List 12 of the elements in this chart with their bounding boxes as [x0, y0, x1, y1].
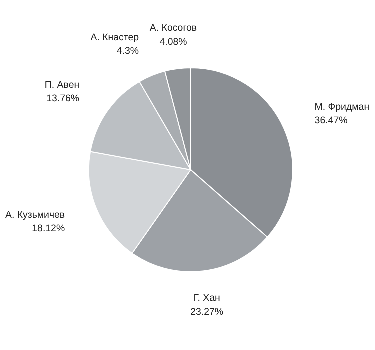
data-label: 23.27% — [190, 306, 224, 318]
slice-label: М. Фридман — [314, 102, 370, 114]
data-label: 36.47% — [314, 116, 348, 127]
data-label: 4.08% — [160, 36, 188, 48]
slice-label: А. Кнастер — [90, 32, 140, 44]
data-label: 18.12% — [32, 223, 66, 234]
data-label: 4.3% — [116, 46, 140, 57]
slice-label: П. Авен — [44, 80, 80, 91]
slice-label: Г. Хан — [194, 293, 220, 304]
data-label: 13.76% — [46, 94, 80, 105]
slice-label: А. Кузьмичев — [6, 210, 66, 221]
slice-label: А. Косогов — [150, 23, 198, 34]
